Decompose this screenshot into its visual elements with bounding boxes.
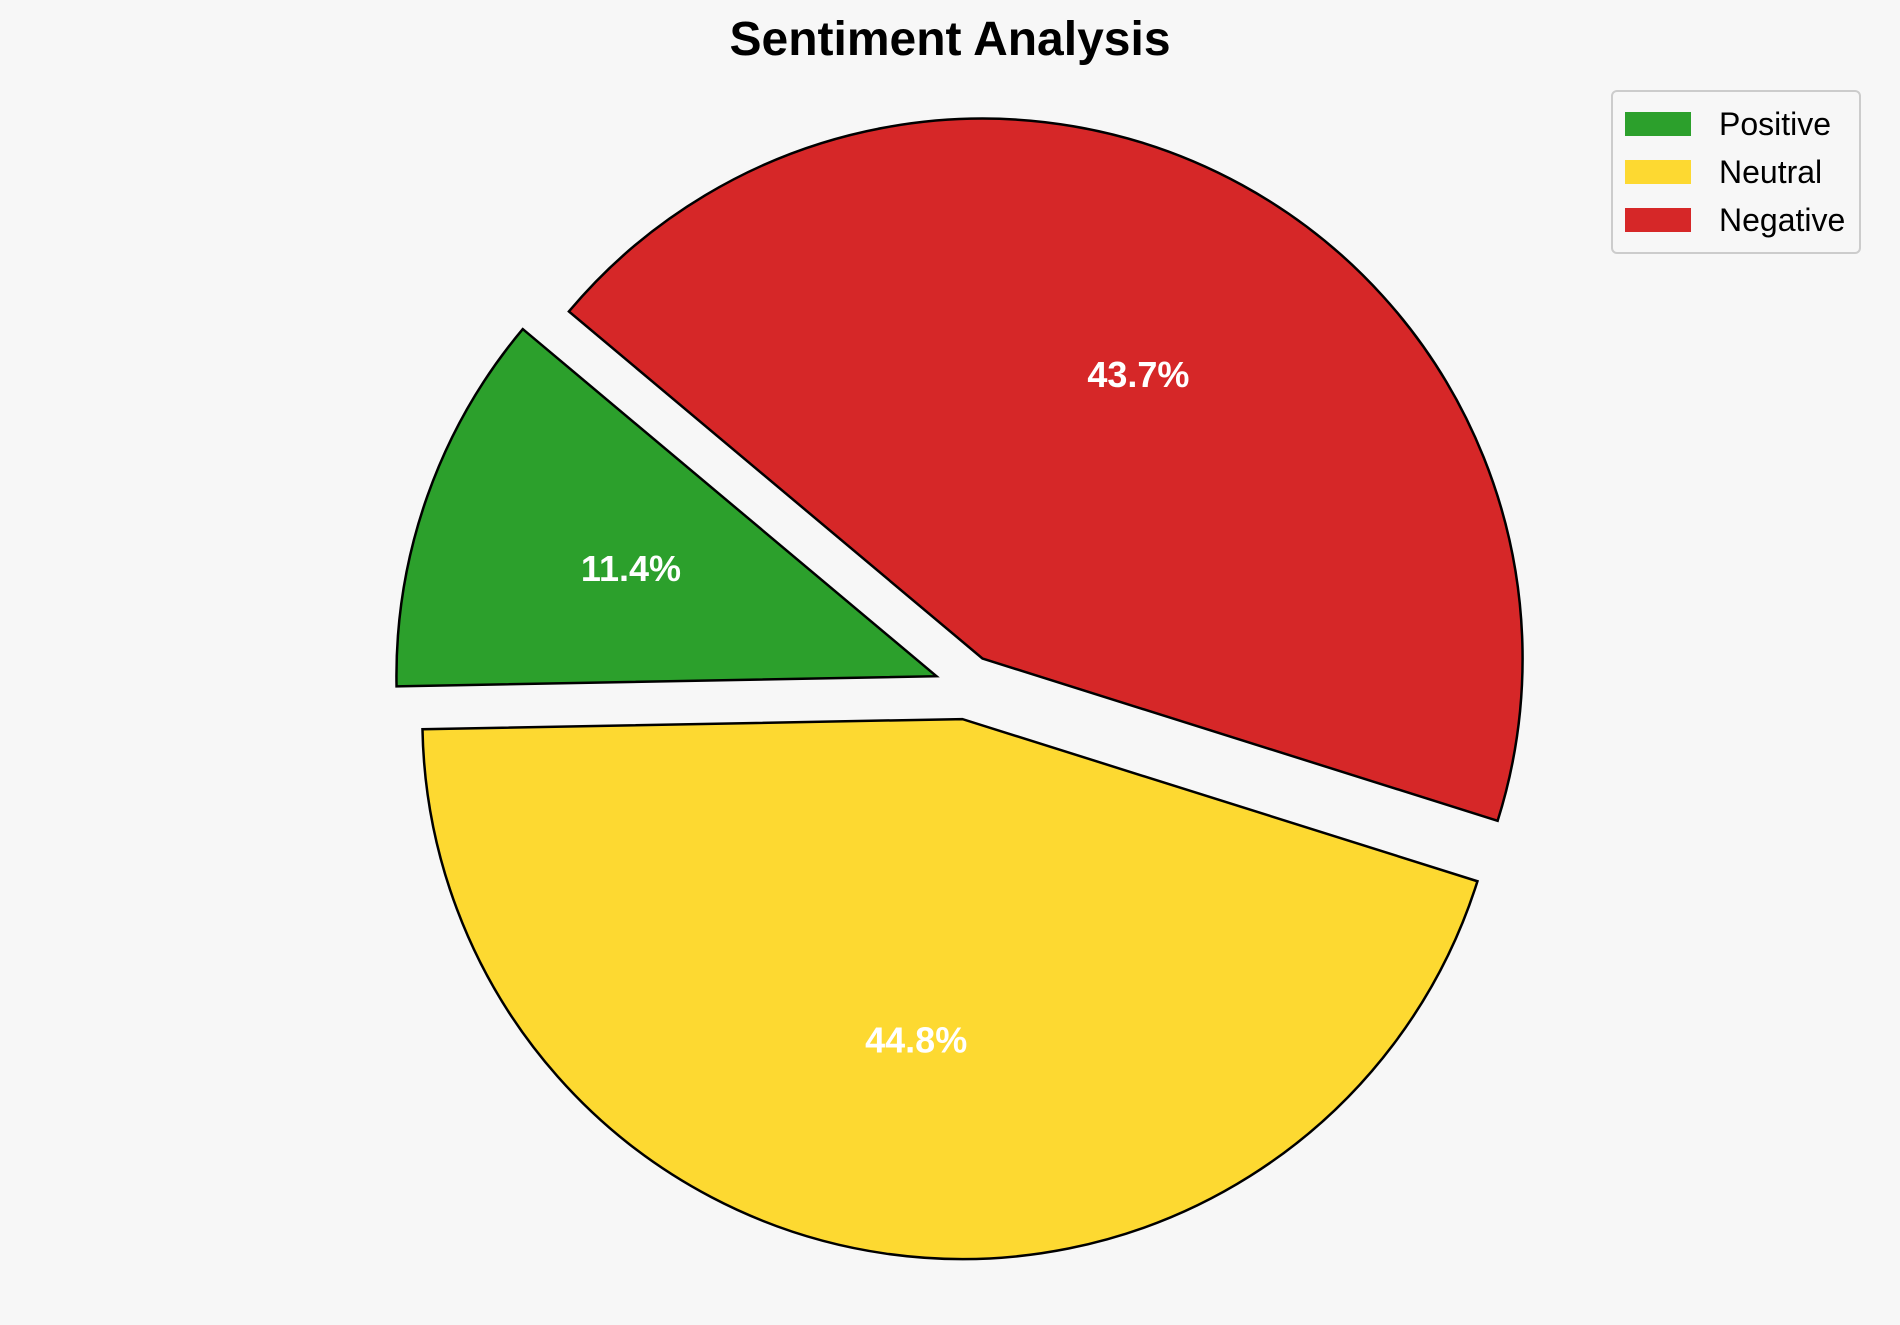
pie-slice-negative bbox=[567, 117, 1524, 823]
legend-label-neutral: Neutral bbox=[1719, 153, 1823, 190]
pie-slice-neutral bbox=[421, 717, 1480, 1261]
legend: Positive Neutral Negative bbox=[1611, 90, 1861, 254]
legend-item-negative: Negative bbox=[1613, 196, 1859, 244]
legend-item-positive: Positive bbox=[1613, 100, 1859, 148]
legend-swatch-positive bbox=[1625, 112, 1691, 136]
legend-swatch-negative bbox=[1625, 208, 1691, 232]
legend-label-positive: Positive bbox=[1719, 105, 1832, 142]
slice-label-positive: 11.4% bbox=[581, 548, 681, 589]
slice-label-negative: 43.7% bbox=[1087, 354, 1189, 395]
chart-title: Sentiment Analysis bbox=[729, 13, 1171, 66]
pie-slice-positive bbox=[395, 327, 940, 688]
legend-label-negative: Negative bbox=[1719, 201, 1846, 238]
legend-item-neutral: Neutral bbox=[1613, 148, 1859, 196]
legend-swatch-neutral bbox=[1625, 160, 1691, 184]
slice-label-neutral: 44.8% bbox=[865, 1019, 967, 1060]
